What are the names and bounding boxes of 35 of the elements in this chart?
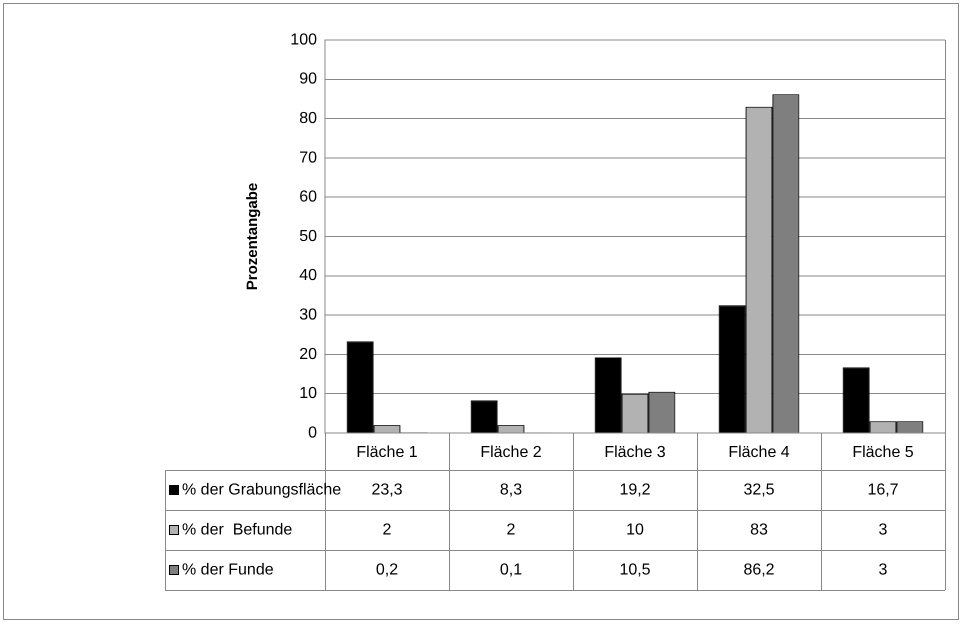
data-label: 2 xyxy=(382,521,392,538)
legend-label: % der Grabungsfläche xyxy=(182,481,342,498)
data-label: 3 xyxy=(878,561,888,578)
x-tick-label: Fläche 4 xyxy=(728,444,790,462)
data-label: 23,3 xyxy=(371,481,403,498)
y-axis-title: Prozentangabe xyxy=(244,182,262,290)
data-label: 8,3 xyxy=(500,481,522,498)
y-tick-label: 30 xyxy=(299,306,318,324)
y-tick-label: 80 xyxy=(299,110,318,128)
x-tick-label: Fläche 1 xyxy=(356,444,418,462)
x-tick-label: Fläche 5 xyxy=(852,444,914,462)
y-tick-label: 10 xyxy=(299,385,318,402)
data-label: 0,1 xyxy=(500,561,522,578)
data-label: 32,5 xyxy=(743,481,775,498)
y-tick-label: 0 xyxy=(308,424,318,442)
x-tick-label: Fläche 3 xyxy=(604,444,666,462)
y-tick-label: 100 xyxy=(290,31,318,48)
y-tick-label: 60 xyxy=(299,188,318,206)
x-tick-label: Fläche 2 xyxy=(480,444,542,462)
data-label: 0,2 xyxy=(376,561,398,578)
legend-label: % der Befunde xyxy=(182,521,292,538)
data-label: 19,2 xyxy=(619,481,651,498)
y-tick-label: 90 xyxy=(299,70,318,88)
data-label: 10,5 xyxy=(619,561,651,578)
data-label: 3 xyxy=(878,521,888,538)
y-tick-label: 20 xyxy=(299,346,318,363)
legend-label: % der Funde xyxy=(182,561,274,578)
data-label: 83 xyxy=(750,521,768,538)
data-label: 86,2 xyxy=(743,561,775,578)
y-tick-label: 50 xyxy=(299,228,318,245)
data-label: 16,7 xyxy=(867,481,899,498)
data-label: 2 xyxy=(506,521,516,538)
y-tick-label: 40 xyxy=(299,267,318,284)
y-tick-label: 70 xyxy=(299,149,318,166)
data-label: 10 xyxy=(626,521,644,538)
